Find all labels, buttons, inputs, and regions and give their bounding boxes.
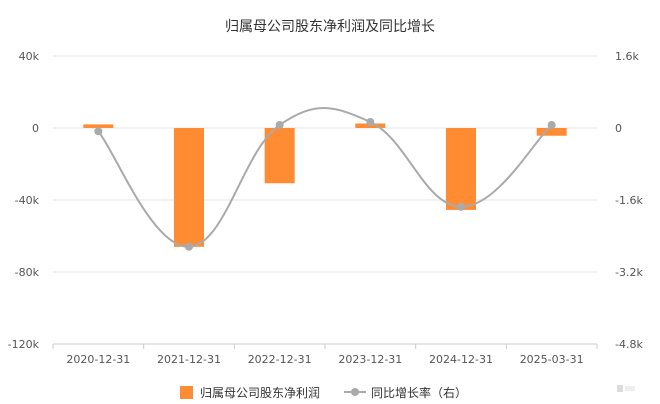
bar (174, 128, 204, 247)
right-tick-label: -4.8k (615, 338, 643, 351)
left-tick-label: -80k (15, 266, 40, 279)
right-tick-label: -3.2k (615, 266, 643, 279)
bar (264, 128, 295, 184)
growth-point (185, 242, 193, 251)
watermark-logo (617, 385, 635, 392)
x-tick-label: 2020-12-31 (66, 353, 130, 366)
bar (83, 124, 114, 128)
right-tick-label: 1.6k (615, 50, 639, 63)
right-tick-label: 0 (615, 122, 622, 135)
x-tick-label: 2024-12-31 (429, 353, 493, 366)
left-tick-label: 0 (32, 122, 39, 135)
legend-line-marker (351, 388, 359, 396)
growth-line (97, 107, 553, 248)
x-tick-label: 2025-03-31 (520, 353, 584, 366)
x-tick-label: 2022-12-31 (248, 353, 312, 366)
growth-point (366, 118, 375, 127)
bar (536, 128, 567, 136)
left-tick-label: -120k (8, 338, 40, 351)
legend: 归属母公司股东净利润 同比增长率（右） (180, 385, 467, 400)
growth-point (94, 127, 103, 136)
bar (446, 128, 476, 210)
x-tick-label: 2023-12-31 (338, 353, 402, 366)
x-tick-label: 2021-12-31 (157, 353, 221, 366)
growth-point (457, 202, 465, 211)
legend-bar-swatch (180, 386, 193, 399)
chart-title: 归属母公司股东净利润及同比增长 (225, 18, 435, 35)
growth-point (547, 120, 556, 129)
left-tick-label: -40k (15, 194, 40, 207)
right-tick-label: -1.6k (615, 194, 643, 207)
legend-label-growth: 同比增长率（右） (371, 385, 467, 400)
legend-label-profit: 归属母公司股东净利润 (200, 386, 320, 400)
left-tick-label: 40k (19, 50, 40, 63)
growth-point (275, 120, 284, 129)
